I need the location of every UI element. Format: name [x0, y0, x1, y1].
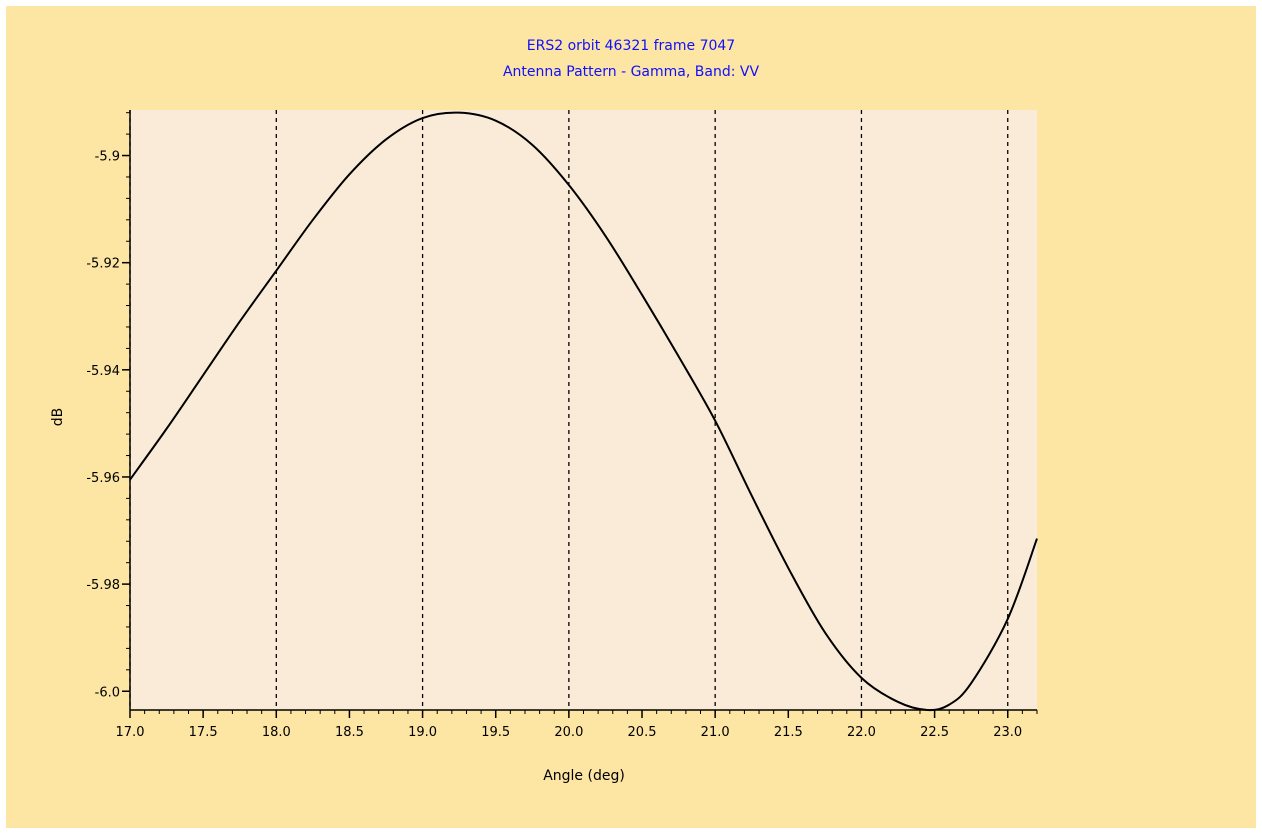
x-tick-label: 20.5: [628, 725, 657, 740]
y-axis-label: dB: [50, 408, 66, 427]
x-tick-label: 22.0: [847, 725, 876, 740]
x-axis-ticks: 17.0 17.5 18.0 18.5 19.0 19.5 20.0 20.5 21.0 21.5…: [116, 710, 1038, 740]
x-tick-label: 18.5: [335, 725, 364, 740]
x-tick-label: 23.0: [993, 725, 1022, 740]
y-tick-label: -5.9: [95, 150, 120, 165]
y-tick-label: -6.0: [95, 685, 120, 700]
y-tick-label: -5.92: [86, 257, 120, 272]
chart-title: ERS2 orbit 46321 frame 7047: [527, 38, 735, 54]
y-tick-label: -5.98: [86, 578, 120, 593]
x-tick-label: 18.0: [262, 725, 291, 740]
x-tick-label: 20.0: [554, 725, 583, 740]
y-tick-label: -5.96: [86, 471, 120, 486]
y-tick-label: -5.94: [86, 364, 120, 379]
x-tick-label: 21.0: [701, 725, 730, 740]
x-tick-label: 17.0: [116, 725, 145, 740]
x-tick-label: 22.5: [920, 725, 949, 740]
x-tick-label: 17.5: [189, 725, 218, 740]
plot-area: [130, 110, 1037, 710]
x-tick-label: 19.5: [481, 725, 510, 740]
chart-subtitle: Antenna Pattern - Gamma, Band: VV: [503, 64, 760, 80]
chart-svg: 17.0 17.5 18.0 18.5 19.0 19.5 20.0 20.5 21.0 21.5…: [6, 6, 1256, 828]
x-tick-label: 19.0: [408, 725, 437, 740]
chart-frame: 17.0 17.5 18.0 18.5 19.0 19.5 20.0 20.5 21.0 21.5…: [6, 6, 1256, 828]
y-axis-ticks: -5.9 -5.92 -5.94 -5.96 -5.98 -6.0: [86, 112, 130, 700]
x-tick-label: 21.5: [774, 725, 803, 740]
x-axis-label: Angle (deg): [543, 768, 625, 784]
